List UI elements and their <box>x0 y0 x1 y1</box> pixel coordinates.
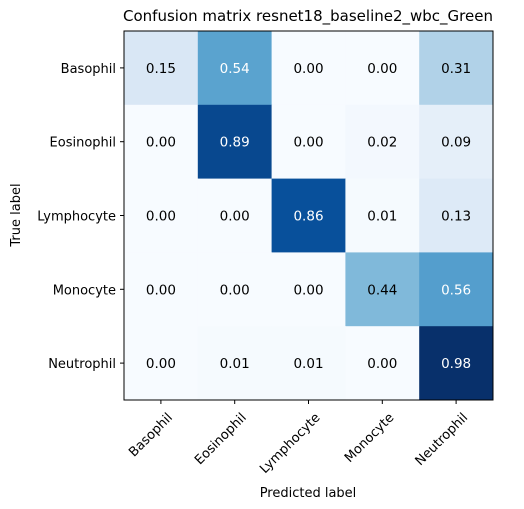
heatmap-cell <box>419 31 494 106</box>
cell-value-label: 0.98 <box>441 356 471 372</box>
heatmap-cell <box>345 326 420 401</box>
cell-value-label: 0.00 <box>293 61 323 77</box>
heatmap-cell <box>197 178 273 253</box>
x-tick-label: Eosinophil <box>192 410 250 468</box>
y-tick-label: Neutrophil <box>48 357 116 372</box>
heatmap-cell <box>197 252 273 327</box>
cell-value-label: 0.31 <box>441 61 471 77</box>
heatmap-cell <box>345 178 420 253</box>
cell-value-label: 0.56 <box>441 282 471 298</box>
y-tick-label: Basophil <box>61 62 116 77</box>
cell-value-label: 0.01 <box>367 209 397 225</box>
cell-value-label: 0.01 <box>220 356 250 372</box>
cell-value-label: 0.13 <box>441 209 471 225</box>
x-tick-label: Basophil <box>126 410 176 460</box>
cell-value-label: 0.54 <box>220 61 250 77</box>
cell-value-label: 0.86 <box>293 209 323 225</box>
y-tick-label: Lymphocyte <box>37 210 116 225</box>
x-axis-label: Predicted label <box>260 486 357 501</box>
heatmap-cell <box>271 31 346 106</box>
cell-value-label: 0.15 <box>146 61 176 77</box>
cell-value-label: 0.00 <box>367 61 397 77</box>
cell-value-label: 0.00 <box>293 282 323 298</box>
cell-value-label: 0.00 <box>146 135 176 151</box>
x-tick-label: Monocyte <box>342 410 397 465</box>
cell-value-label: 0.89 <box>220 135 250 151</box>
heatmap-cells <box>124 31 494 401</box>
y-tick-label: Monocyte <box>53 283 116 298</box>
chart-title: Confusion matrix resnet18_baseline2_wbc_… <box>123 7 493 26</box>
heatmap-cell <box>271 104 346 180</box>
heatmap-cell <box>124 31 199 106</box>
x-tick-label: Lymphocyte <box>257 410 323 476</box>
heatmap-cell <box>271 252 346 327</box>
cell-value-label: 0.02 <box>367 135 397 151</box>
heatmap-cell <box>124 326 199 401</box>
heatmap-cell <box>419 326 494 401</box>
cell-value-label: 0.00 <box>367 356 397 372</box>
heatmap-cell <box>345 104 420 180</box>
y-tick-label: Eosinophil <box>50 136 116 151</box>
heatmap-cell <box>124 178 199 253</box>
cell-value-label: 0.00 <box>220 209 250 225</box>
y-axis-ticks: Basophil Eosinophil Lymphocyte Monocyte Neut… <box>37 62 124 372</box>
cell-value-label: 0.09 <box>441 135 471 151</box>
heatmap-cell <box>197 104 273 180</box>
cell-value-label: 0.00 <box>220 282 250 298</box>
cell-value-label: 0.00 <box>146 356 176 372</box>
heatmap-cell <box>197 31 273 106</box>
heatmap-cell <box>271 178 346 253</box>
heatmap-cell <box>345 31 420 106</box>
heatmap-cell <box>419 178 494 253</box>
y-axis-label: True label <box>9 183 24 247</box>
x-tick-label: Neutrophil <box>413 410 472 469</box>
heatmap-cell <box>124 104 199 180</box>
cell-value-label: 0.44 <box>367 282 397 298</box>
heatmap-cell <box>124 252 199 327</box>
heatmap-cell <box>197 326 273 401</box>
cell-value-label: 0.00 <box>146 209 176 225</box>
heatmap-cell <box>419 104 494 180</box>
cell-value-label: 0.01 <box>293 356 323 372</box>
heatmap-cell <box>271 326 346 401</box>
heatmap-cell <box>419 252 494 327</box>
cell-value-label: 0.00 <box>293 135 323 151</box>
x-axis-ticks: Basophil Eosinophil Lymphocyte Monocyte Neut… <box>126 400 471 477</box>
heatmap-cell-labels: 0.15 0.54 0.00 0.00 0.31 0.00 0.89 0.00 0.02 0.09… <box>146 61 471 372</box>
cell-value-label: 0.00 <box>146 282 176 298</box>
heatmap-cell <box>345 252 420 327</box>
